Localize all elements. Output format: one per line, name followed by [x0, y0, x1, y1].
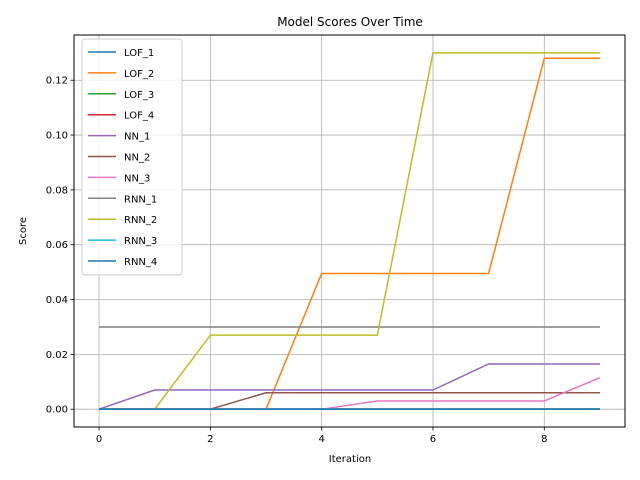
legend-label: RNN_2 [124, 215, 157, 226]
y-tick-label: 0.00 [46, 405, 68, 416]
x-tick-label: 8 [541, 434, 547, 445]
legend-label: NN_2 [124, 153, 150, 164]
plot-area-frame [73, 34, 626, 428]
x-axis-title: Iteration [329, 454, 371, 465]
x-tick-label: 6 [430, 434, 436, 445]
x-tick-label: 2 [207, 434, 213, 445]
y-tick-label: 0.08 [46, 185, 68, 196]
legend-label: LOF_1 [124, 48, 154, 59]
axis-ticks: 0 2 4 6 8 0.00 0.02 0.04 0.06 0.08 0.10 0.12 [46, 76, 548, 445]
y-tick-label: 0.04 [46, 295, 68, 306]
x-tick-label: 4 [318, 434, 324, 445]
y-axis-title: Score [18, 217, 29, 245]
series-lines [98, 52, 601, 410]
series-line-rnn-2 [99, 52, 600, 410]
legend-box [81, 38, 183, 276]
y-tick-label: 0.12 [46, 76, 68, 87]
y-tick-label: 0.02 [46, 350, 68, 361]
legend-label: LOF_4 [124, 111, 154, 122]
legend: LOF_1 LOF_2 LOF_3 LOF_4 NN_1 NN_2 NN_3 RNN_1 RNN… [81, 38, 183, 276]
series-line-nn-1 [98, 363, 600, 410]
x-tick-label: 0 [96, 434, 102, 445]
chart-title: Model Scores Over Time [277, 15, 423, 29]
legend-label: NN_3 [124, 173, 150, 184]
legend-label: LOF_3 [124, 90, 154, 101]
legend-label: NN_1 [124, 132, 150, 143]
legend-label: RNN_3 [124, 236, 157, 247]
legend-label: RNN_4 [124, 257, 157, 268]
legend-label: LOF_2 [124, 69, 154, 80]
legend-label: RNN_1 [124, 194, 157, 205]
y-tick-label: 0.10 [46, 131, 68, 142]
y-tick-label: 0.06 [46, 240, 68, 251]
